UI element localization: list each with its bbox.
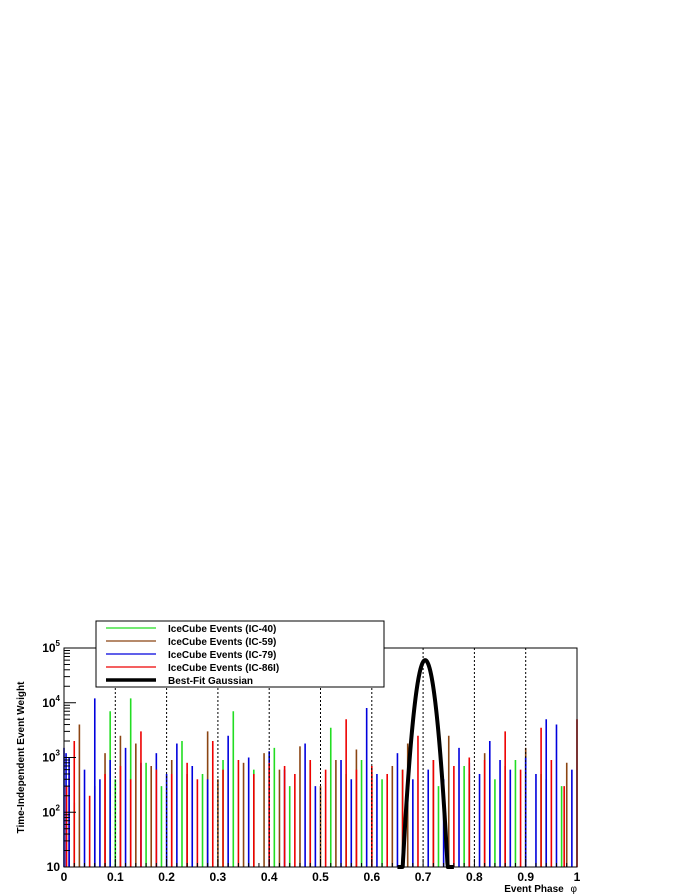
y-tick-label: 10 — [47, 860, 61, 874]
x-tick-label: 0 — [61, 870, 68, 884]
axes: 0 0.1 0.2 0.3 0.4 0.5 0.6 0.7 0.8 0.9 1 10 102 103 104… — [42, 639, 580, 884]
x-tick-label: 0.6 — [363, 870, 380, 884]
x-tick-label: 0.7 — [415, 870, 432, 884]
legend-label: IceCube Events (IC-40) — [168, 624, 276, 635]
y-tick-label: 105 — [42, 639, 60, 655]
x-tick-label: 0.1 — [107, 870, 124, 884]
legend-label: Best-Fit Gaussian — [168, 676, 253, 687]
x-tick-label: 0.8 — [466, 870, 483, 884]
y-tick-label: 102 — [42, 803, 60, 819]
legend-entries: IceCube Events (IC-40) IceCube Events (IC… — [106, 624, 279, 687]
x-axis-title-symbol: φ — [571, 884, 578, 895]
y-tick-label: 104 — [42, 694, 60, 710]
legend: IceCube Events (IC-40) IceCube Events (IC… — [95, 620, 385, 688]
legend-label: IceCube Events (IC-59) — [168, 637, 276, 648]
x-tick-label: 0.5 — [312, 870, 329, 884]
x-tick-label: 0.9 — [517, 870, 534, 884]
x-tick-label: 0.3 — [210, 870, 227, 884]
x-axis-title-text: Event Phase — [504, 884, 564, 895]
y-axis-title: Time-Independent Event Weight — [16, 681, 27, 834]
x-tick-label: 0.4 — [261, 870, 278, 884]
legend-label: IceCube Events (IC-86I) — [168, 663, 279, 674]
legend-label: IceCube Events (IC-79) — [168, 650, 276, 661]
best-fit-gaussian-curve — [395, 658, 456, 869]
x-axis-title: Event Phase φ — [504, 884, 577, 895]
spike-layer — [63, 698, 578, 867]
y-tick-label: 103 — [42, 749, 60, 765]
x-tick-label: 1 — [574, 870, 581, 884]
x-tick-label: 0.2 — [158, 870, 175, 884]
